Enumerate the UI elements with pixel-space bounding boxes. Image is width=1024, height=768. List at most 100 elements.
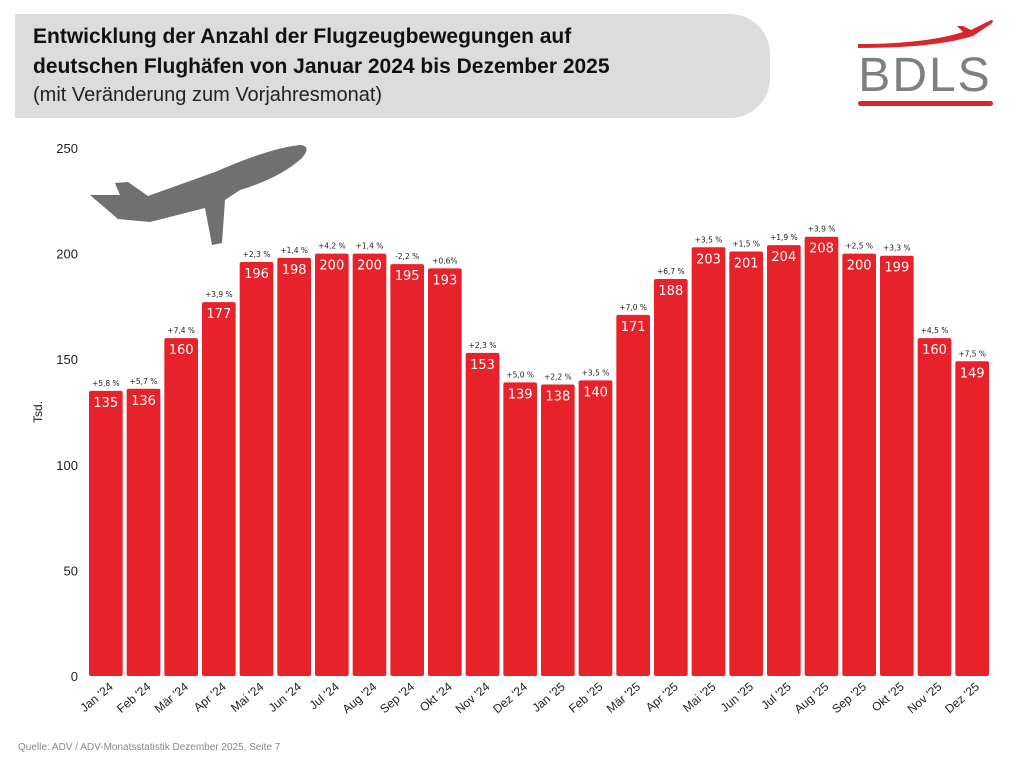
bar: [239, 262, 274, 676]
bar-value-label: 139: [508, 387, 533, 402]
x-tick-label: Feb '25: [566, 679, 606, 715]
change-label: +6,7 %: [657, 267, 685, 276]
change-label: +3,9 %: [205, 290, 233, 299]
x-tick-label: Sep '24: [377, 679, 417, 716]
logo-text: BDLS: [858, 49, 992, 102]
page-title: Entwicklung der Anzahl der Flugzeugbeweg…: [33, 22, 610, 82]
x-tick-label: Mai '24: [228, 679, 267, 715]
bar: [202, 302, 236, 676]
bar: [126, 388, 161, 676]
change-label: +1,4 %: [356, 242, 384, 251]
x-tick-label: Aug '25: [792, 679, 832, 716]
x-tick-label: Apr '25: [643, 679, 681, 714]
x-tick-label: Okt '24: [417, 679, 455, 714]
change-label: +1,5 %: [732, 239, 760, 248]
bar-value-label: 153: [470, 358, 495, 373]
x-tick-label: Feb '24: [114, 679, 154, 715]
change-label: +0,6%: [432, 256, 457, 265]
change-label: +5,0 %: [506, 370, 534, 379]
bar: [729, 251, 763, 676]
change-label: +7,0 %: [619, 303, 647, 312]
bar: [541, 384, 575, 676]
y-tick-label: 250: [56, 141, 78, 156]
y-tick-label: 50: [64, 563, 78, 578]
change-label: -2,2 %: [395, 252, 419, 261]
x-tick-label: Nov '24: [453, 679, 493, 716]
change-label: +7,5 %: [958, 349, 986, 358]
change-label: +2,5 %: [845, 242, 873, 251]
bar-value-label: 171: [621, 320, 646, 335]
bar-value-label: 160: [169, 343, 194, 358]
x-tick-label: Aug '24: [340, 679, 380, 716]
bar-value-label: 198: [282, 263, 307, 278]
bar: [89, 390, 123, 676]
bar-value-label: 138: [545, 390, 570, 405]
bar: [654, 278, 688, 676]
change-label: +2,3 %: [469, 341, 497, 350]
bar: [691, 247, 726, 677]
bar: [917, 338, 952, 676]
x-tick-label: Jul '25: [758, 679, 794, 712]
change-label: +4,2 %: [318, 242, 346, 251]
header-panel: [15, 14, 770, 118]
bar-value-label: 160: [922, 343, 947, 358]
bar-value-label: 188: [658, 284, 683, 299]
bar: [578, 380, 613, 676]
bar: [767, 245, 801, 677]
source-note: Quelle: ADV / ADV-Monatsstatistik Dezemb…: [18, 742, 281, 753]
change-label: +3,3 %: [883, 244, 911, 253]
bar: [880, 255, 914, 676]
change-label: +3,5 %: [582, 368, 610, 377]
bar-value-label: 193: [432, 273, 457, 288]
bar: [465, 352, 500, 676]
x-tick-label: Okt '25: [869, 679, 907, 714]
change-label: +5,7 %: [130, 377, 158, 386]
bar-value-label: 195: [395, 269, 420, 284]
bar: [503, 382, 537, 676]
x-tick-label: Mär '25: [604, 679, 644, 715]
bar-value-label: 201: [734, 256, 759, 271]
bar-value-label: 199: [884, 261, 909, 276]
x-tick-label: Mai '25: [680, 679, 719, 715]
x-tick-label: Apr '24: [191, 679, 229, 714]
change-label: +2,2 %: [544, 373, 572, 382]
bar-value-label: 200: [847, 259, 872, 274]
bar: [352, 253, 387, 676]
page-subtitle: (mit Veränderung zum Vorjahresmonat): [33, 84, 383, 106]
bar-value-label: 200: [357, 259, 382, 274]
x-tick-label: Jan '24: [77, 679, 116, 715]
bar-value-label: 140: [583, 385, 608, 400]
bar: [842, 253, 876, 676]
bar-value-label: 208: [809, 242, 834, 257]
bar: [428, 268, 462, 676]
x-tick-label: Dez '25: [942, 679, 982, 716]
bdls-logo: BDLS: [855, 18, 995, 110]
bar: [616, 314, 650, 676]
y-tick-label: 100: [56, 458, 78, 473]
change-label: +5,8 %: [92, 379, 120, 388]
bar-value-label: 196: [244, 267, 269, 282]
title-line-1: Entwicklung der Anzahl der Flugzeugbeweg…: [33, 25, 572, 48]
change-label: +7,4 %: [167, 326, 195, 335]
change-label: +2,3 %: [243, 250, 271, 259]
bar: [804, 236, 839, 677]
bar: [277, 257, 311, 676]
change-label: +1,9 %: [770, 233, 798, 242]
logo-plane-swoosh-icon: [858, 20, 993, 106]
x-tick-label: Jun '25: [718, 679, 757, 715]
change-label: +3,5 %: [695, 235, 723, 244]
bar-value-label: 200: [319, 259, 344, 274]
bar: [315, 253, 349, 676]
x-tick-label: Jun '24: [266, 679, 305, 715]
bar-value-label: 203: [696, 252, 721, 267]
y-axis-label: Tsd.: [31, 401, 45, 423]
y-tick-label: 0: [71, 669, 78, 684]
bar-value-label: 149: [960, 366, 985, 381]
bar-value-label: 177: [206, 307, 231, 322]
change-label: +3,9 %: [808, 225, 836, 234]
x-tick-label: Nov '25: [905, 679, 945, 716]
airplane-icon: [90, 145, 307, 245]
bar-value-label: 204: [771, 250, 796, 265]
